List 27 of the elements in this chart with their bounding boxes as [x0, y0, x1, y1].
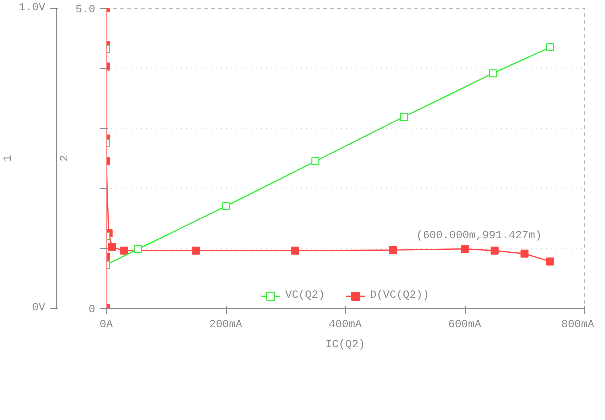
point	[134, 245, 142, 254]
x-tick-label: 0A	[100, 320, 114, 332]
x-tick-label: 400mA	[328, 320, 362, 332]
point	[192, 246, 200, 255]
legend-label: VC(Q2)	[285, 290, 326, 302]
point	[400, 113, 408, 122]
point	[546, 258, 554, 266]
point	[546, 44, 554, 52]
point	[222, 202, 230, 210]
y-tick-label: 0V	[32, 302, 46, 314]
point	[489, 70, 498, 78]
y2-tick-label: 5.0	[76, 4, 96, 16]
y-axis-title: 1	[3, 154, 16, 162]
y2-tick-label: 0	[88, 304, 96, 316]
y2-axis-title: 2	[60, 155, 72, 162]
x-axis-title: IC(Q2)	[326, 340, 366, 352]
y-tick-label: 1.0V	[19, 2, 46, 14]
x-tick-label: 200mA	[209, 320, 243, 332]
point	[490, 246, 499, 255]
point	[461, 245, 469, 254]
point	[389, 246, 398, 254]
x-tick-label: 600mA	[448, 320, 482, 332]
annotation: (600.000m,991.427m)	[416, 230, 542, 242]
point	[291, 246, 300, 255]
point	[520, 250, 529, 258]
point	[312, 158, 320, 166]
legend-label: D(VC(Q2))	[370, 290, 430, 302]
